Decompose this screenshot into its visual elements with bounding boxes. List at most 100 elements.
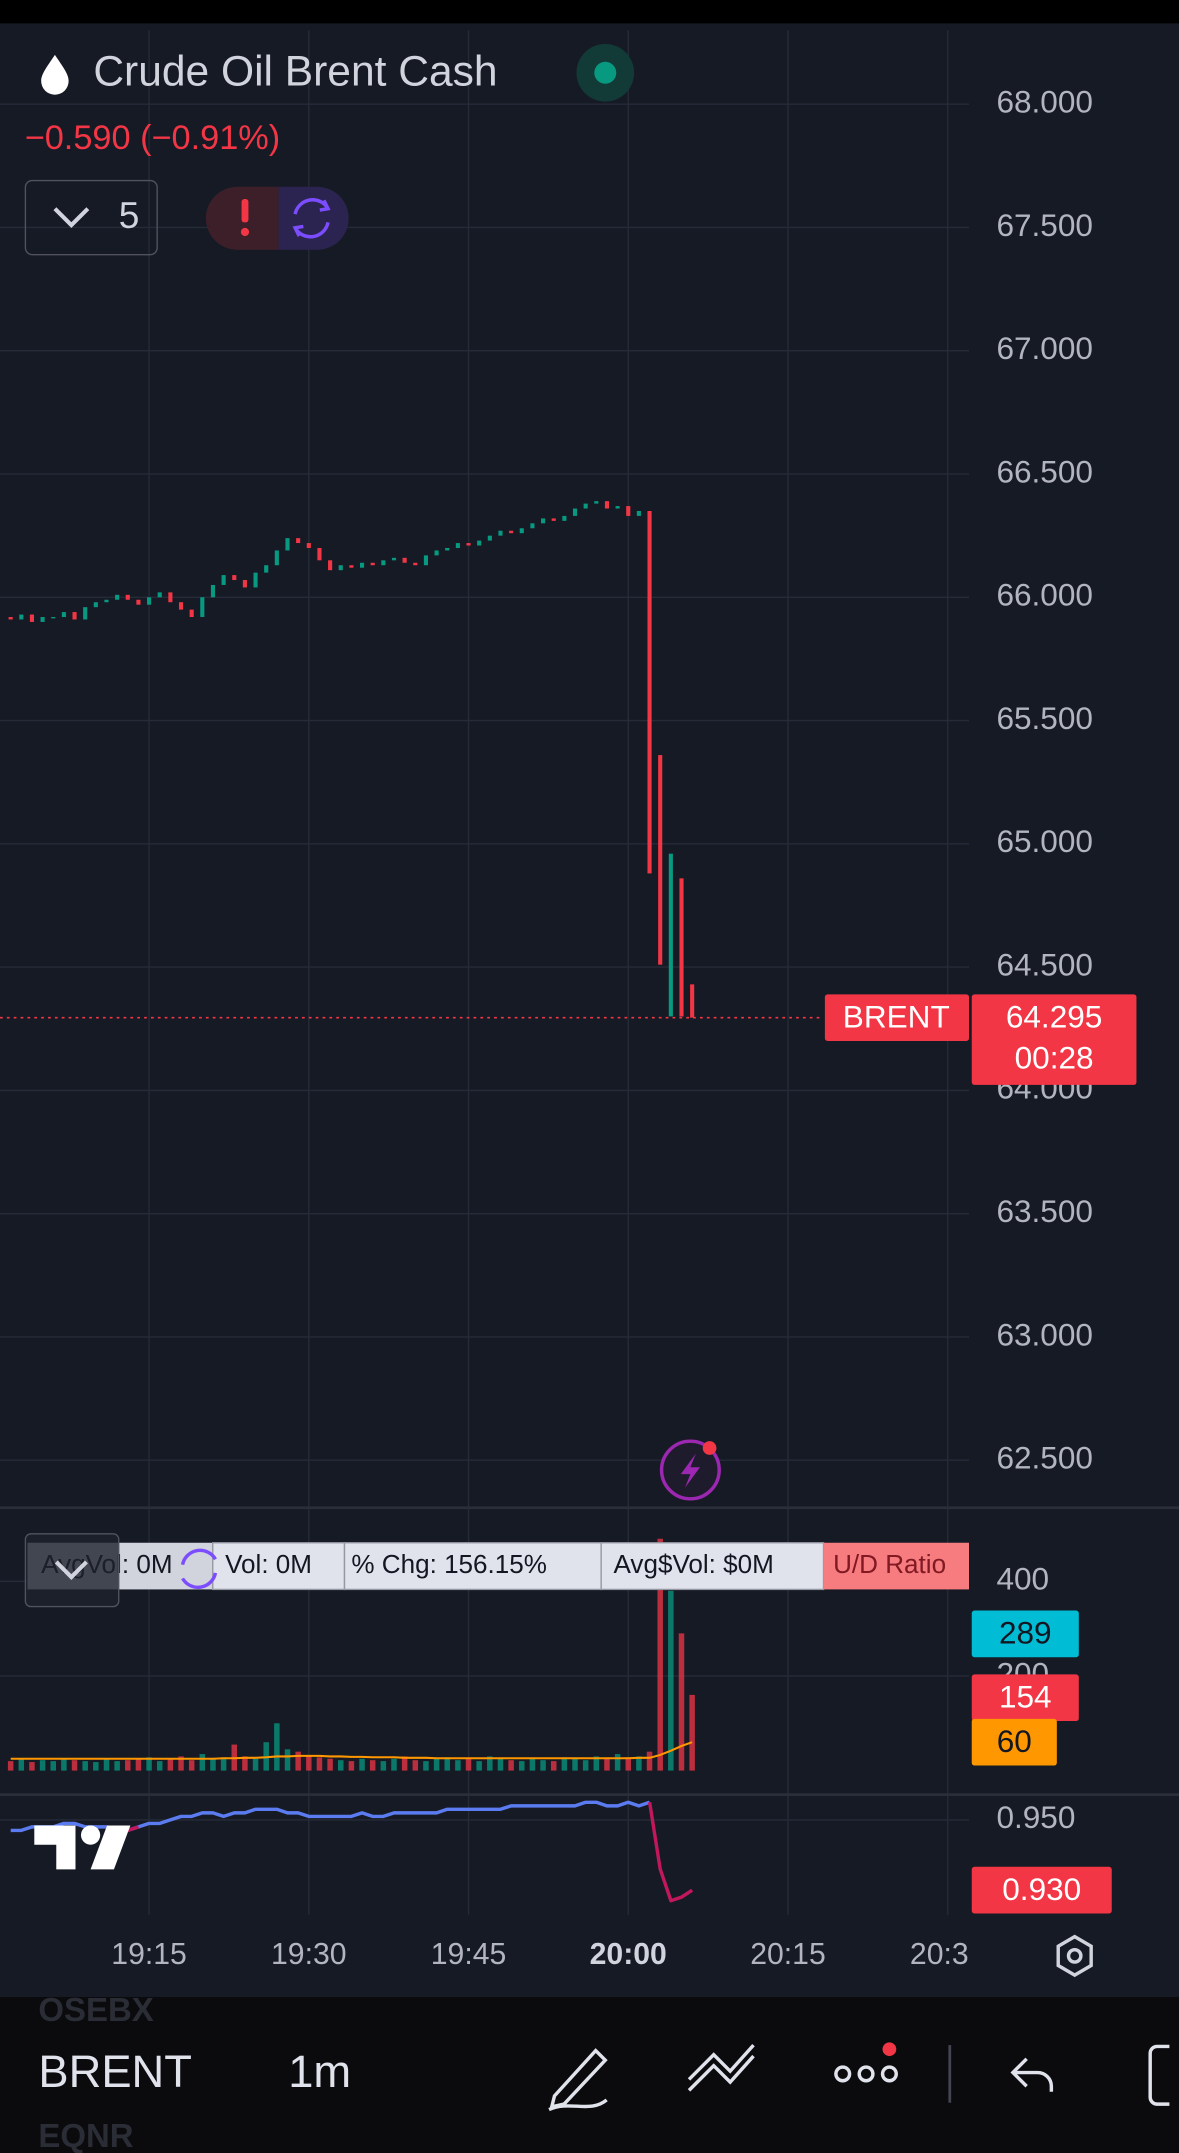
volume-bar [668, 1590, 674, 1771]
dot-icon [880, 2065, 898, 2083]
candle [391, 557, 397, 561]
candle [242, 580, 247, 588]
candle [306, 543, 311, 548]
x-tick-label: 20:00 [590, 1938, 667, 1971]
candle [285, 538, 290, 551]
candle [658, 755, 663, 965]
candle [647, 510, 652, 874]
volume-bar [657, 1538, 663, 1771]
chevron-icon [53, 207, 90, 229]
candle [178, 602, 184, 610]
symbol-title: Crude Oil Brent Cash [93, 47, 497, 95]
candle [210, 584, 216, 598]
candle [40, 617, 45, 622]
volume-bar [689, 1694, 695, 1771]
candle [253, 572, 258, 588]
candle [636, 510, 641, 516]
candle [221, 575, 226, 585]
volume-bar [444, 1757, 450, 1771]
legend-item: Vol: 0M [225, 1549, 312, 1579]
volume-bar [529, 1758, 536, 1771]
candle [551, 518, 556, 521]
candle [232, 575, 237, 581]
candle [296, 538, 301, 544]
price-tag-label: 64.295 [1006, 998, 1102, 1034]
sync-icon [292, 198, 331, 239]
candle [264, 565, 269, 573]
pane-collapse[interactable] [24, 1533, 120, 1608]
candle [690, 984, 695, 1018]
candle [413, 562, 418, 566]
candle [19, 614, 24, 620]
x-tick-label: 19:15 [111, 1938, 187, 1971]
volume-bar [71, 1760, 78, 1771]
volume-bar [114, 1761, 120, 1771]
value-tag [971, 1866, 1112, 1914]
volume-bar [561, 1757, 568, 1771]
candle [8, 617, 13, 620]
candle [93, 602, 98, 608]
y-tick-label: 65.000 [996, 823, 1092, 859]
volume-bar [125, 1760, 131, 1771]
volume-bar [39, 1760, 46, 1771]
indicators-toggle[interactable] [24, 179, 158, 256]
volume-bar [210, 1758, 216, 1771]
alert-icon [241, 199, 249, 223]
value-tag [971, 1610, 1079, 1658]
volume-bar [93, 1762, 99, 1771]
candle [455, 543, 460, 548]
volume-bar [678, 1633, 685, 1771]
legend-item: Avg$Vol: $0M [614, 1549, 774, 1579]
x-tick-label: 19:30 [271, 1938, 347, 1971]
fullscreen-button[interactable] [1148, 2044, 1170, 2106]
value-tag-label: 289 [999, 1615, 1052, 1651]
value-tag [971, 1674, 1079, 1722]
undo-button[interactable] [1010, 2057, 1054, 2092]
candle [583, 503, 588, 509]
volume-bar [476, 1761, 482, 1771]
candle [541, 518, 546, 524]
candle [83, 607, 88, 620]
volume-bar [50, 1761, 56, 1771]
picker-item[interactable]: OSEBX [38, 1991, 153, 2028]
volume-legend: AvgVol: 0M Vol: 0M % Chg: 156.15% Avg$Vo… [27, 1542, 970, 1591]
candle [125, 594, 130, 600]
more-button[interactable] [834, 2065, 898, 2083]
ma-tag-label: 60 [997, 1723, 1032, 1759]
candle [370, 562, 375, 566]
price-change: −0.590 (−0.91%) [25, 119, 281, 157]
volume-bar [391, 1758, 397, 1771]
candle [402, 557, 407, 563]
candle [274, 550, 279, 566]
line-tool[interactable] [687, 2043, 755, 2092]
sync-button[interactable] [278, 186, 349, 250]
candle [594, 501, 599, 504]
volume-bar [156, 1761, 163, 1771]
settings-button[interactable] [1056, 1934, 1093, 1978]
draw-tool[interactable] [548, 2048, 608, 2112]
ma-tag [971, 1718, 1057, 1766]
candle [445, 547, 450, 551]
volume-bar [82, 1761, 88, 1771]
legend-box [343, 1542, 602, 1591]
toolbar-symbol[interactable]: BRENT [38, 2046, 191, 2097]
toolbar-interval[interactable]: 1m [288, 2046, 351, 2097]
volume-bar [625, 1757, 632, 1771]
volume-bar [220, 1757, 227, 1771]
picker-item[interactable]: EQNR [38, 2117, 133, 2153]
volume-bar [540, 1760, 546, 1771]
candle [487, 535, 492, 541]
volume-bar [306, 1756, 312, 1771]
volume-bar [242, 1756, 248, 1771]
volume-bar [604, 1758, 610, 1771]
volume-bar [167, 1758, 174, 1771]
legend-box [212, 1542, 346, 1591]
x-tick-label: 20:15 [750, 1938, 826, 1971]
volume-bar [348, 1761, 355, 1771]
price-tag [971, 994, 1137, 1085]
volume-bar [61, 1758, 67, 1771]
y-tick-label: 66.500 [996, 453, 1092, 489]
market-status-dot [594, 61, 617, 84]
volume-bar [593, 1756, 600, 1771]
